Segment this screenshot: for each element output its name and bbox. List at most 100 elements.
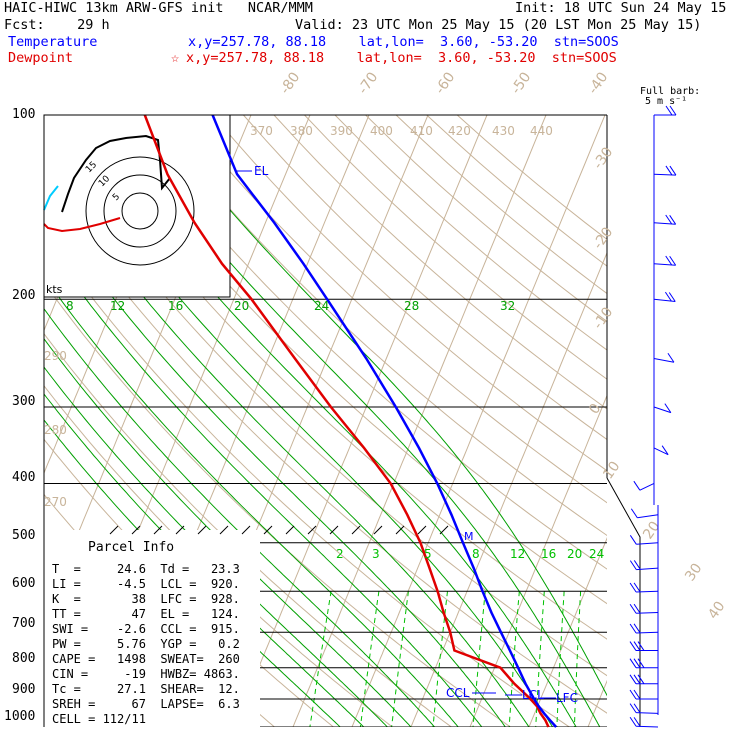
theta-label: 400 [370, 124, 393, 138]
freezing-hatch [241, 525, 251, 535]
dry-adiabat-line [120, 115, 607, 570]
isotherm-line [647, 115, 740, 727]
isotherm-label: -70 [355, 69, 381, 97]
theta-label: 390 [330, 124, 353, 138]
mixing-ratio-label: 8 [472, 547, 480, 561]
moist-adiabat-label: 20 [234, 299, 249, 313]
right-axis-tail [606, 477, 641, 727]
dry-adiabat-line [395, 115, 607, 295]
isotherm-label: 0 [586, 401, 604, 417]
hodograph-ring-label: 5 [111, 192, 122, 203]
wind-barb-flag [629, 582, 637, 593]
parcel-info-title: Parcel Info [88, 540, 175, 555]
wind-barb-flag [669, 165, 677, 176]
parcel-row: TT = 47 EL = 124. [52, 607, 240, 621]
moist-adiabat-line [152, 115, 607, 697]
wind-barb [653, 263, 676, 266]
wind-barb-flag [633, 641, 641, 651]
dry-adiabat-line [44, 281, 511, 727]
freezing-hatch [153, 525, 163, 535]
mixing-ratio-label: 5 [424, 547, 432, 561]
wind-barb-flag [668, 292, 676, 302]
parcel-row: SWI = -2.6 CCL = 915. [52, 622, 240, 636]
temperature-legend-label: Temperature [8, 34, 98, 50]
dry-adiabat-line [44, 232, 570, 727]
wind-barb-flag [629, 658, 637, 668]
mixing-ratio-line [309, 591, 332, 727]
dry-adiabat-line [212, 115, 607, 472]
wind-barb-flag [629, 641, 637, 651]
isotherm-line [0, 115, 15, 727]
header-valid: Valid: 23 UTC Mon 25 May 15 (20 LST Mon … [295, 17, 702, 33]
wind-barb-flag [665, 214, 673, 225]
wind-barb-flag [661, 445, 669, 455]
mixing-ratio-line [573, 591, 582, 727]
parcel-row: CAPE = 1498 SWEAT= 260 [52, 652, 240, 666]
pressure-label-500: 500 [12, 528, 36, 543]
wind-barb-flag [633, 582, 641, 593]
pressure-label-100: 100 [12, 107, 36, 122]
isotherm-label: -30 [590, 144, 616, 172]
wind-barb [653, 298, 676, 303]
wind-barb-flag [633, 623, 641, 634]
wind-barb-flag [633, 603, 641, 614]
parcel-row: SREH = 67 LAPSE= 6.3 [52, 697, 240, 711]
temperature-legend-info: x,y=257.78, 88.18 lat,lon= 3.60, -53.20 … [188, 34, 619, 50]
moist-adiabat-label: 16 [168, 299, 183, 313]
wind-barb-flag [665, 165, 673, 176]
hodograph-trace-low [43, 217, 121, 233]
freezing-hatch [329, 525, 339, 535]
isotherm-label: 30 [682, 561, 705, 585]
freezing-hatch [197, 525, 207, 535]
parcel-row: T = 24.6 Td = 23.3 [52, 562, 240, 576]
isotherm-label: 10 [600, 459, 623, 483]
wind-barb-flag [633, 703, 641, 714]
dry-adiabat-line [426, 115, 607, 267]
hodograph-box [43, 114, 231, 298]
header-fcst: Fcst: 29 h [4, 17, 110, 33]
wind-barb-flag [664, 291, 672, 302]
theta-label: 410 [410, 124, 433, 138]
isotherm-label: 20 [640, 519, 663, 543]
isotherm-line [706, 115, 740, 727]
hodograph-ring [85, 156, 195, 266]
moist-adiabat-label: 12 [110, 299, 125, 313]
dry-adiabat-line [243, 115, 607, 441]
pressure-label-900: 900 [12, 682, 36, 697]
wind-barb-flag [629, 560, 637, 570]
wind-barb [653, 447, 669, 456]
dewpoint-legend-label: Dewpoint [8, 50, 74, 66]
freezing-hatch [285, 525, 295, 535]
mixing-ratio-line [556, 591, 565, 727]
wind-barb [636, 712, 659, 714]
isotherm-line [410, 251, 607, 727]
moist-adiabat-line [44, 241, 483, 727]
hodograph-trace-mid [43, 185, 59, 211]
pressure-label-300: 300 [12, 394, 36, 409]
isotherm-label: -80 [277, 69, 303, 97]
dry-adiabat-line [273, 115, 607, 410]
wind-barb-flag [665, 255, 673, 266]
moist-adiabat-line [44, 275, 459, 727]
pressure-label-600: 600 [12, 576, 36, 591]
wind-barb-flag [633, 658, 641, 668]
wind-barb-flag [669, 105, 677, 116]
wind-barb-flag [669, 255, 677, 266]
isotherm-line [587, 679, 607, 727]
isotherm-label: 40 [705, 599, 728, 623]
parcel-row: Tc = 27.1 SHEAR= 12. [52, 682, 240, 696]
ccl-label: CCL [446, 686, 470, 700]
wind-barb-flag [633, 480, 641, 491]
wind-barb-flag [629, 689, 637, 700]
wind-barb-flag [633, 560, 641, 570]
theta-label: 440 [530, 124, 553, 138]
freezing-hatch [351, 525, 361, 535]
isotherm-label: -50 [508, 69, 534, 97]
freezing-hatch [307, 525, 317, 535]
wind-barb [639, 483, 655, 491]
wind-barb [636, 725, 659, 728]
theta-label: 290 [44, 349, 67, 363]
wind-barb-flag [629, 535, 637, 545]
hodograph-trace-upper [61, 134, 171, 213]
